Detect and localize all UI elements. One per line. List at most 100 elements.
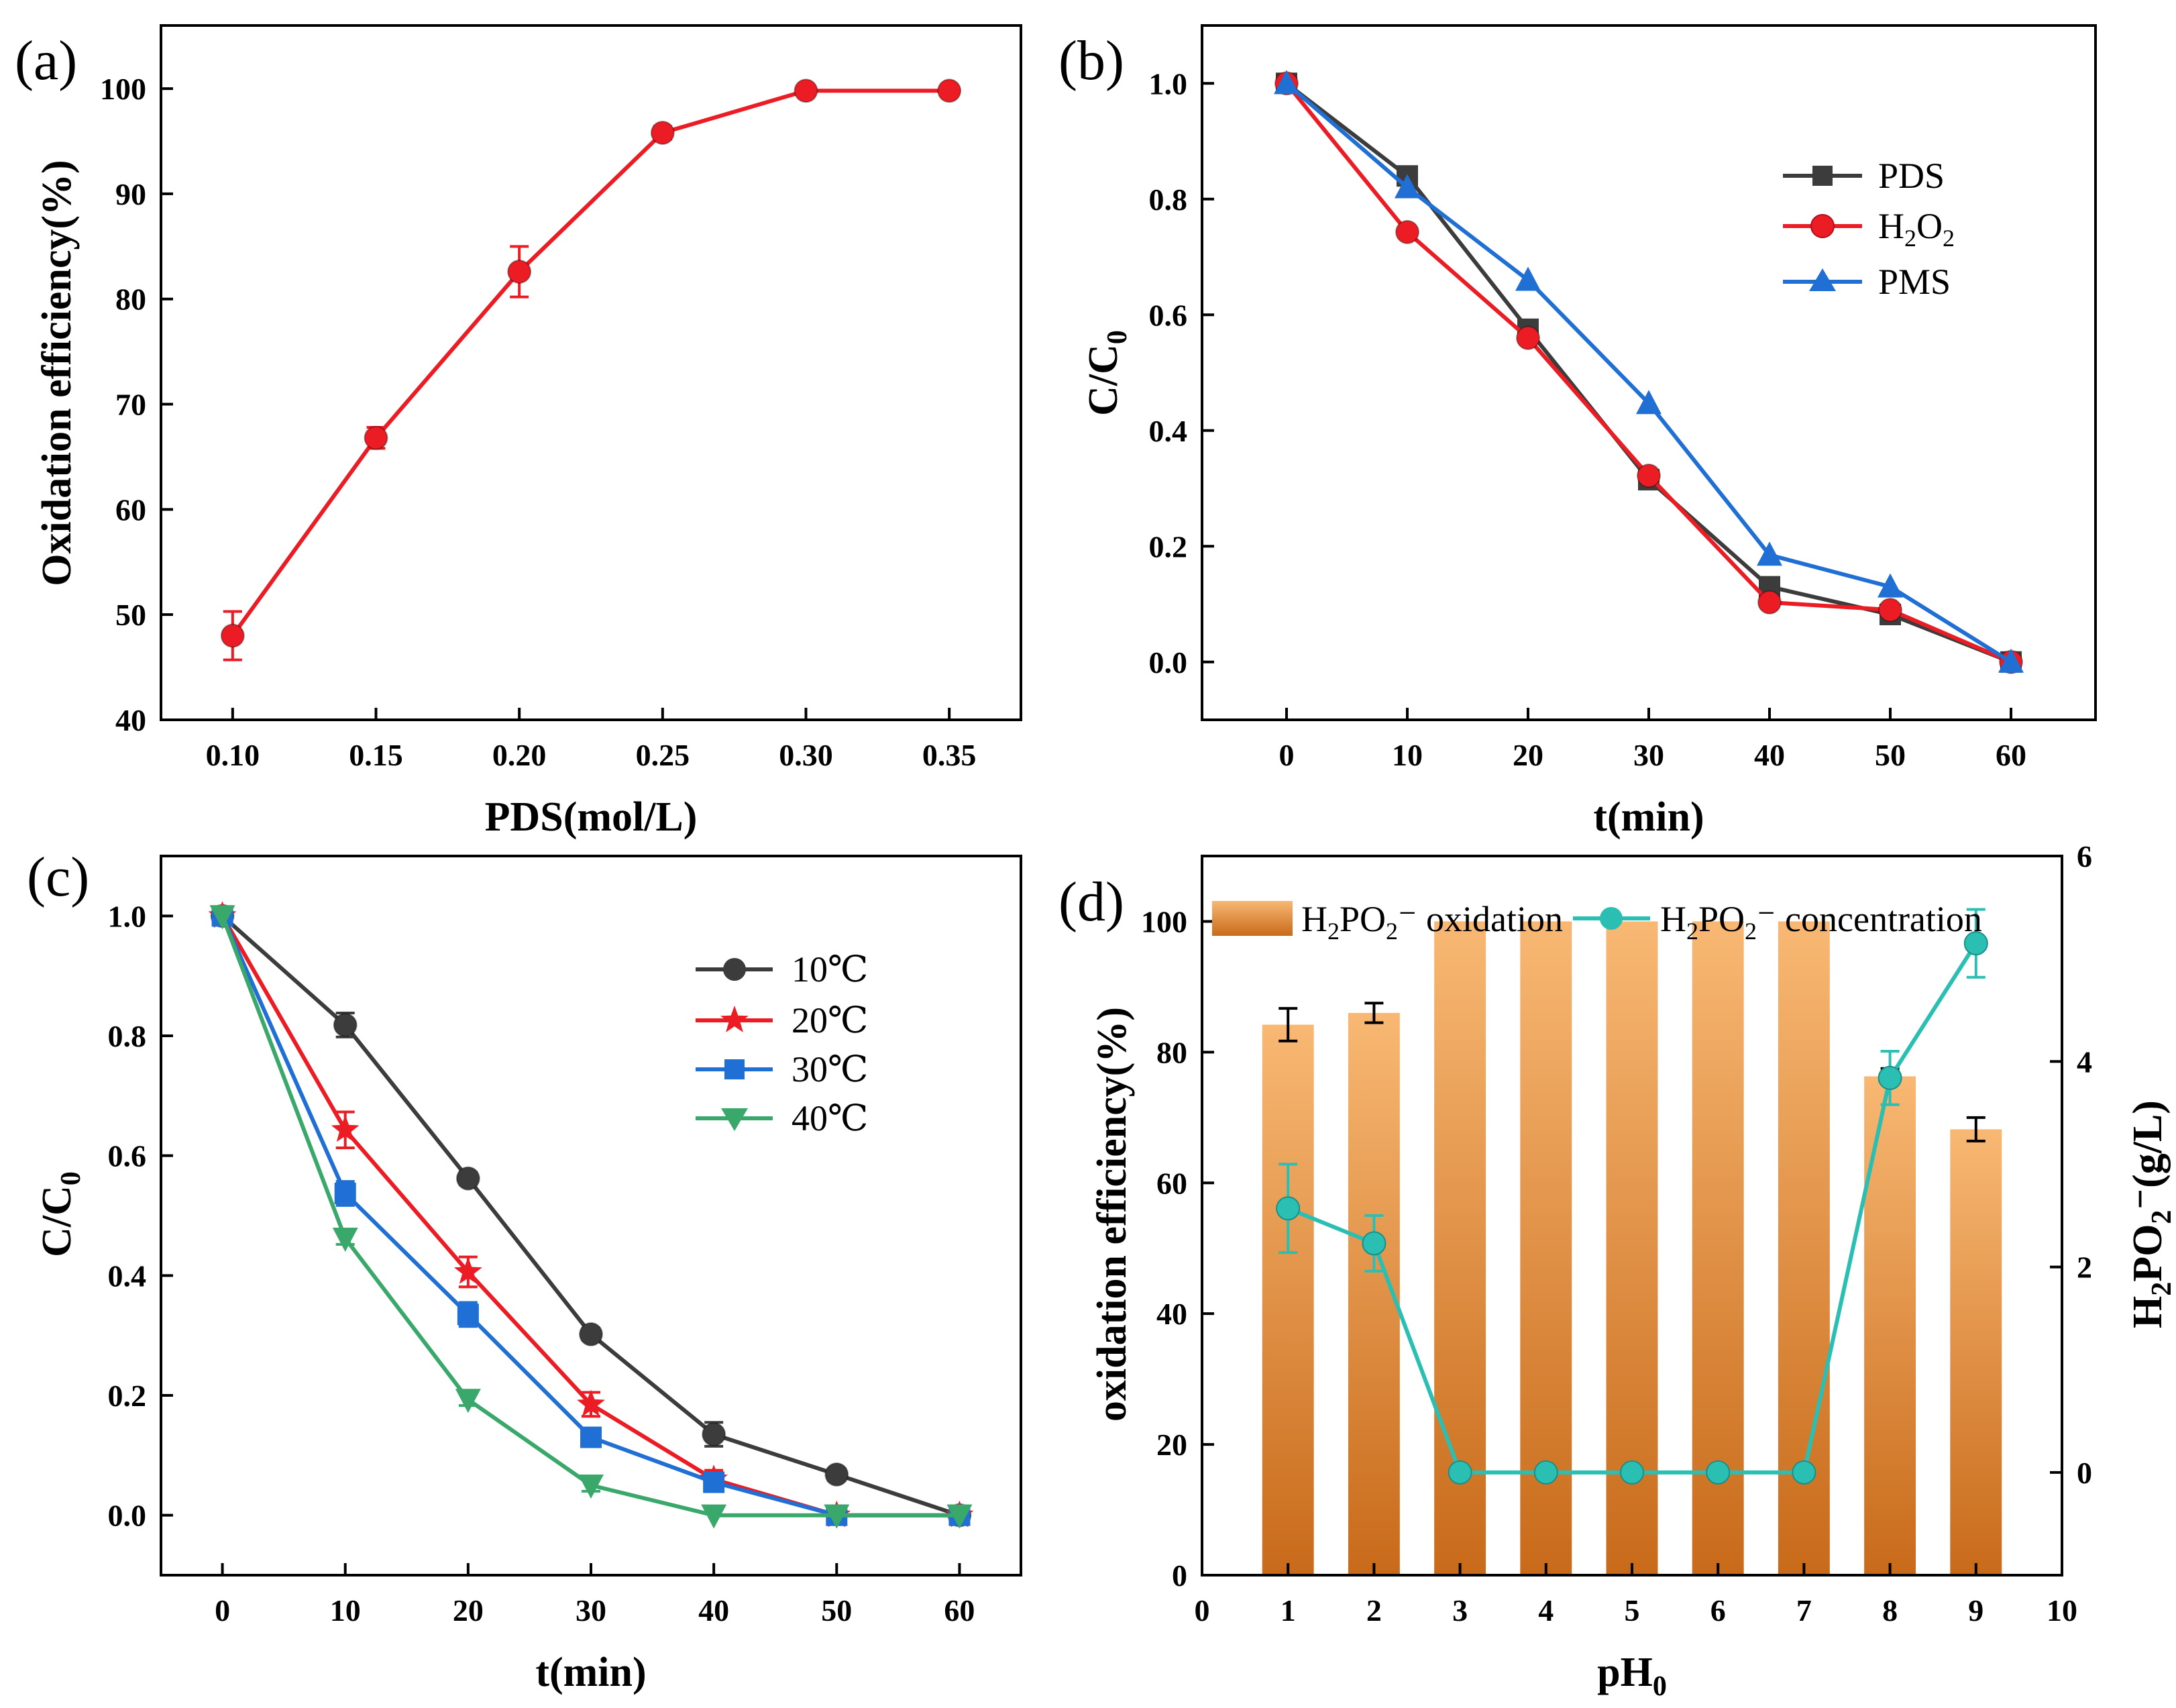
legend-h2o2-marker [1810, 214, 1835, 238]
panel-c-series-3-point-1 [332, 1227, 358, 1252]
panel-d-conc-point-0 [1276, 1196, 1301, 1221]
panel-d-conc-point-6 [1792, 1460, 1816, 1485]
panel-a-series-0-point-4 [794, 78, 818, 103]
panel-c-ytick-label-4: 0.8 [108, 1019, 147, 1053]
panel-d-conc-point-8 [1963, 931, 1988, 956]
legend-oxidation-label: H2PO2⁻ oxidation [1301, 899, 1563, 945]
legend-40c-marker [721, 1108, 748, 1131]
panel-a-series-0-point-0 [220, 623, 245, 648]
panel-d-bar-err-1 [1364, 1002, 1384, 1024]
panel-c-series-0-point-4 [702, 1422, 726, 1447]
panel-c-series-1-point-2 [453, 1257, 482, 1284]
panel-d-yr-sub2: 2 [2146, 1210, 2176, 1224]
panel-d-ytick-label-5: 100 [1141, 904, 1187, 939]
chart-panel-b: (b) 0 10 20 30 40 50 600.00.20.40.60.81.0 t(mi… [1058, 24, 2097, 840]
panel-a-xlabel: PDS(mol/L) [485, 794, 698, 840]
panel-d-conc-point-3 [1533, 1460, 1558, 1485]
panel-b-ytick-label-3: 0.6 [1149, 298, 1188, 332]
panel-a-ylabel: Oxidation efficiency(%) [34, 160, 80, 586]
legend-ox-h: H [1301, 899, 1327, 939]
panel-c-legend: 10℃ 20℃ 30℃ 40℃ [696, 949, 868, 1138]
panel-a-label: (a) [15, 30, 77, 92]
panel-d-ytick-right-label-0: 0 [2077, 1456, 2092, 1490]
panel-c-series-1-point-3 [577, 1389, 605, 1417]
legend-ox-tail: ⁻ oxidation [1398, 899, 1563, 939]
panel-d-ytick-label-1: 20 [1156, 1428, 1187, 1462]
panel-d-bar-err-8 [1966, 1116, 1985, 1142]
panel-d-xlabel-main: pH [1597, 1650, 1653, 1695]
chart-panel-c: (c) 0 10 20 30 40 50 60 0.0 0.2 0.4 0.6 0.8 1.0 t(mi… [27, 846, 1022, 1695]
panel-c-xtick-label-1: 10 [330, 1593, 361, 1627]
panel-b-ytick-label-0: 0.0 [1149, 645, 1188, 680]
legend-concentration-marker [1600, 907, 1623, 930]
panel-d-label: (d) [1058, 871, 1124, 933]
legend-conc-sub1: 2 [1686, 918, 1698, 945]
legend-10c-marker [723, 958, 746, 981]
panel-c-xtick-label-4: 40 [698, 1593, 729, 1627]
panel-b-series-1-point-2 [1516, 325, 1540, 350]
panel-a-frame [160, 24, 1022, 721]
legend-concentration-label: H2PO2⁻ concentration [1660, 899, 1982, 945]
panel-b-series-2-point-5 [1878, 573, 1903, 598]
panel-b-series-1-point-3 [1637, 464, 1661, 488]
panel-d-yr-tail: ⁻(g/L) [2125, 1100, 2171, 1210]
legend-ox-sub1: 2 [1327, 918, 1340, 945]
panel-a-series-0-point-3 [650, 120, 675, 145]
panel-b-xtick-label-6: 60 [1996, 738, 2026, 772]
legend-20c-marker [720, 1006, 749, 1032]
panel-d-xtick-label-1: 1 [1281, 1593, 1296, 1627]
panel-a-xtick-label-4: 0.30 [779, 738, 833, 772]
panel-a-ytick-label-0: 40 [115, 703, 146, 737]
panel-d-xtick-label-7: 7 [1796, 1593, 1812, 1627]
panel-d-yr-h: H [2125, 1296, 2171, 1328]
panel-a-ytick-label-1: 50 [115, 598, 146, 632]
panel-c-ylabel: C/C0 [34, 1171, 87, 1257]
panel-d-xtick-label-9: 9 [1968, 1593, 1983, 1627]
panel-d-xtick-label-10: 10 [2047, 1593, 2077, 1627]
panel-a-ytick-label-5: 90 [115, 177, 146, 211]
panel-d-yr-po: PO [2125, 1224, 2171, 1282]
panel-d-conc-point-1 [1362, 1231, 1386, 1256]
panel-b-xtick-label-0: 0 [1279, 738, 1295, 772]
legend-20c-label: 20℃ [792, 1000, 868, 1040]
legend-30c-label: 30℃ [792, 1049, 868, 1089]
panel-c-series-1-point-1 [331, 1115, 360, 1142]
panel-c-series-0-point-3 [579, 1322, 603, 1346]
panel-a-xtick-label-2: 0.20 [492, 738, 547, 772]
panel-b-series-1-point-1 [1395, 219, 1419, 244]
panel-d-ytick-label-3: 60 [1156, 1166, 1187, 1200]
legend-ox-sub2: 2 [1386, 918, 1398, 945]
panel-b-series-2-point-4 [1757, 541, 1782, 566]
panel-b-xtick-label-4: 40 [1754, 738, 1785, 772]
panel-a-xtick-label-0: 0.10 [206, 738, 260, 772]
panel-b-ylabel: C/C0 [1081, 330, 1133, 416]
panel-a-ytick-label-2: 60 [115, 492, 146, 527]
legend-conc-sub2: 2 [1745, 918, 1757, 945]
panel-b-series-2-point-1 [1395, 174, 1420, 199]
panel-b-legend: PDS H2O2 PMS [1783, 156, 1955, 302]
panel-b-series-1-point-4 [1757, 590, 1782, 615]
panel-d-ytick-label-2: 40 [1156, 1297, 1187, 1331]
panel-c-series-0-point-5 [824, 1462, 849, 1487]
panel-c-xtick-label-5: 50 [821, 1593, 852, 1627]
panel-c-series-2-point-1 [334, 1182, 356, 1204]
panel-d-xtick-label-0: 0 [1195, 1593, 1210, 1627]
chart-panel-a: (a) 0.10 0.15 0.20 0.25 0.30 0.35 40 50 60 70 80 90… [15, 24, 1022, 840]
panel-c-ytick-label-5: 1.0 [108, 899, 147, 933]
panel-b-ytick-label-5: 1.0 [1149, 66, 1188, 101]
panel-b-xlabel: t(min) [1593, 794, 1704, 840]
panel-d-conc-point-5 [1706, 1460, 1731, 1485]
legend-pds-label: PDS [1878, 156, 1945, 196]
panel-b-ylabel-sub: 0 [1102, 330, 1133, 344]
panel-d-xtick-label-8: 8 [1882, 1593, 1898, 1627]
panel-c-series-3-point-5 [824, 1504, 850, 1529]
panel-b-xtick-label-2: 20 [1513, 738, 1543, 772]
panel-d-ytick-right-label-3: 6 [2077, 839, 2092, 873]
panel-c-series-3-point-3 [578, 1475, 604, 1499]
panel-b-xtick-label-5: 50 [1875, 738, 1906, 772]
panel-d-ytick-right-label-2: 4 [2077, 1045, 2092, 1079]
panel-b-series-2-point-2 [1515, 266, 1541, 291]
legend-pds-marker [1812, 166, 1833, 186]
